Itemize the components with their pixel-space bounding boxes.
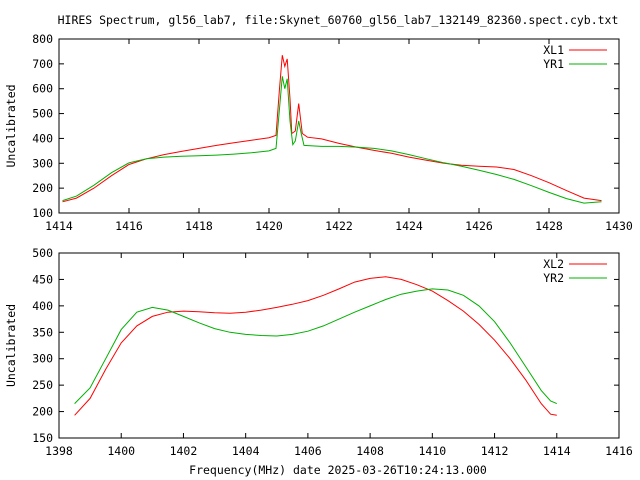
- series-line-xl1: [62, 55, 602, 203]
- x-tick-label: 1402: [170, 444, 198, 458]
- y-tick-label: 350: [32, 325, 53, 339]
- x-tick-label: 1412: [481, 444, 509, 458]
- x-tick-label: 1410: [418, 444, 446, 458]
- y-axis-label: Uncalibrated: [4, 84, 18, 167]
- y-tick-label: 250: [32, 378, 53, 392]
- x-tick-label: 1408: [356, 444, 384, 458]
- x-tick-label: 1428: [535, 219, 563, 233]
- legend-label-yr2: YR2: [543, 271, 564, 285]
- x-tick-label: 1414: [543, 444, 571, 458]
- y-tick-label: 500: [32, 107, 53, 121]
- y-tick-label: 400: [32, 131, 53, 145]
- y-tick-label: 300: [32, 156, 53, 170]
- x-tick-label: 1416: [115, 219, 143, 233]
- x-tick-label: 1420: [255, 219, 283, 233]
- series-line-xl2: [74, 276, 557, 416]
- y-tick-label: 200: [32, 181, 53, 195]
- x-tick-label: 1398: [45, 444, 73, 458]
- bottom-panel: 1398 1400 1402 1404 1406 1408 1410 1412 1414 1416…: [4, 246, 633, 458]
- figure-title: HIRES Spectrum, gl56_lab7, file:Skynet_6…: [58, 13, 619, 27]
- y-tick-label: 450: [32, 272, 53, 286]
- y-tick-label: 600: [32, 82, 53, 96]
- x-tick-label: 1414: [45, 219, 73, 233]
- x-tick-label: 1422: [325, 219, 353, 233]
- y-tick-label: 500: [32, 246, 53, 260]
- y-tick-label: 200: [32, 405, 53, 419]
- y-tick-label: 700: [32, 57, 53, 71]
- x-tick-label: 1404: [232, 444, 260, 458]
- x-tick-label: 1406: [294, 444, 322, 458]
- y-tick-label: 800: [32, 32, 53, 46]
- plot-frame: [58, 252, 620, 439]
- y-tick-label: 300: [32, 352, 53, 366]
- x-axis-label: Frequency(MHz) date 2025-03-26T10:24:13.…: [189, 463, 487, 477]
- y-axis-label: Uncalibrated: [4, 304, 18, 387]
- top-panel: 1414 1416 1418 1420 1422 1424 1426 1428 1430 100 2…: [4, 32, 633, 233]
- x-tick-label: 1400: [107, 444, 135, 458]
- x-tick-label: 1416: [605, 444, 633, 458]
- x-tick-label: 1418: [185, 219, 213, 233]
- legend-label-yr1: YR1: [543, 57, 564, 71]
- y-tick-label: 150: [32, 431, 53, 445]
- x-tick-label: 1424: [395, 219, 423, 233]
- y-tick-label: 400: [32, 299, 53, 313]
- x-tick-label: 1426: [465, 219, 493, 233]
- legend-label-xl1: XL1: [543, 43, 564, 57]
- legend-label-xl2: XL2: [543, 257, 564, 271]
- x-tick-label: 1430: [605, 219, 633, 233]
- series-line-yr1: [62, 76, 602, 204]
- y-tick-label: 100: [32, 206, 53, 220]
- series-line-yr2: [74, 288, 557, 405]
